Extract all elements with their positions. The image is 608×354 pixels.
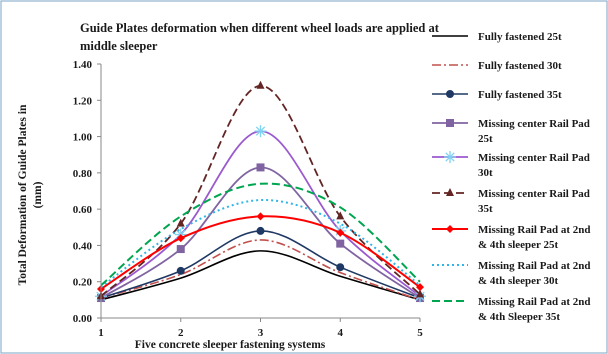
legend-label: Missing center Rail Pad <box>478 152 590 164</box>
diamond-marker <box>256 212 265 221</box>
legend-label: Missing center Rail Pad <box>478 188 590 200</box>
series-line <box>100 84 421 297</box>
diamond-marker <box>446 225 454 233</box>
square-marker <box>336 239 345 248</box>
y-tick-label: 0.20 <box>73 277 93 289</box>
legend-label: 25t <box>478 133 493 145</box>
x-tick-label: 1 <box>98 327 104 339</box>
triangle-marker <box>446 188 454 196</box>
legend-label: Missing Rail Pad at 2nd <box>478 260 590 272</box>
x-axis-title: Five concrete sleeper fastening systems <box>135 339 326 351</box>
square-marker <box>176 245 185 254</box>
series-line <box>100 239 421 301</box>
legend-item-5: Missing center Rail Pad 30t <box>432 151 590 179</box>
x-tick-label: 4 <box>338 327 344 339</box>
y-axis-title-line-2: (mm) <box>32 181 44 208</box>
legend: Fully fastened 25t Fully fastened 30t Full… <box>432 31 590 323</box>
y-tick-label: 0.40 <box>73 240 93 252</box>
y-tick-label: 0.60 <box>73 204 93 216</box>
legend-item-2: Fully fastened 30t <box>432 60 562 72</box>
x-tick-label: 3 <box>258 327 264 339</box>
legend-label: 30t <box>478 167 493 179</box>
triangle-marker <box>176 218 185 227</box>
legend-item-7: Missing Rail Pad at 2nd & 4th sleeper 25t <box>432 224 590 251</box>
star-marker <box>254 125 267 138</box>
legend-item-8: Missing Rail Pad at 2nd & 4th sleeper 30t <box>432 260 590 287</box>
circle-marker <box>176 266 185 275</box>
legend-item-4: Missing center Rail Pad 25t <box>432 118 590 145</box>
series-9 <box>100 182 421 287</box>
circle-marker <box>256 226 265 235</box>
circle-marker <box>446 90 454 98</box>
legend-label: Fully fastened 35t <box>478 89 562 101</box>
legend-label: Missing center Rail Pad <box>478 118 590 130</box>
y-tick-label: 0.80 <box>73 168 93 180</box>
legend-label: Missing Rail Pad at 2nd <box>478 296 590 308</box>
series-8 <box>100 199 421 288</box>
legend-item-9: Missing Rail Pad at 2nd & 4th Sleeper 35t <box>432 296 590 323</box>
legend-label: Fully fastened 25t <box>478 31 562 43</box>
legend-item-6: Missing center Rail Pad 35t <box>432 188 590 215</box>
triangle-marker <box>256 80 265 89</box>
star-marker <box>444 151 456 163</box>
x-tick-label: 2 <box>178 327 184 339</box>
y-axis-title: Total Deformation of Guide Plates in (mm… <box>17 104 44 285</box>
axes <box>100 64 420 319</box>
series-line <box>100 182 421 287</box>
y-axis-ticks: 0.00 0.20 0.40 0.60 0.80 1.00 1.20 1.40 <box>73 59 101 325</box>
plot-series <box>95 80 426 303</box>
y-tick-label: 1.00 <box>73 132 93 144</box>
legend-label: Missing Rail Pad at 2nd <box>478 224 590 236</box>
y-tick-label: 1.20 <box>73 95 93 107</box>
legend-label: & 4th sleeper 30t <box>478 275 558 287</box>
diamond-marker <box>336 228 345 237</box>
chart-title-line-2: middle sleeper <box>80 39 158 53</box>
chart-title-line-1: Guide Plates deformation when different … <box>80 21 440 35</box>
series-line <box>100 199 421 288</box>
series-2 <box>100 239 421 301</box>
square-marker <box>256 163 265 172</box>
y-tick-label: 0.00 <box>73 313 93 325</box>
legend-item-1: Fully fastened 25t <box>432 31 562 43</box>
series-line <box>100 250 421 301</box>
legend-label: Fully fastened 30t <box>478 60 562 72</box>
y-tick-label: 1.40 <box>73 59 93 71</box>
diamond-marker <box>416 283 424 292</box>
legend-item-3: Fully fastened 35t <box>432 89 562 101</box>
legend-label: & 4th Sleeper 35t <box>478 311 560 323</box>
series-6 <box>97 80 424 300</box>
circle-marker <box>336 263 345 272</box>
x-tick-label: 5 <box>417 327 423 339</box>
triangle-marker <box>416 289 424 298</box>
legend-label: & 4th sleeper 25t <box>478 239 558 251</box>
triangle-marker <box>336 211 345 220</box>
legend-label: 35t <box>478 203 493 215</box>
diamond-marker <box>176 234 185 243</box>
y-axis-title-line-1: Total Deformation of Guide Plates in <box>17 104 29 285</box>
series-1 <box>100 250 421 301</box>
x-axis-ticks: 1 2 3 4 5 <box>98 318 423 339</box>
square-marker <box>446 119 454 127</box>
